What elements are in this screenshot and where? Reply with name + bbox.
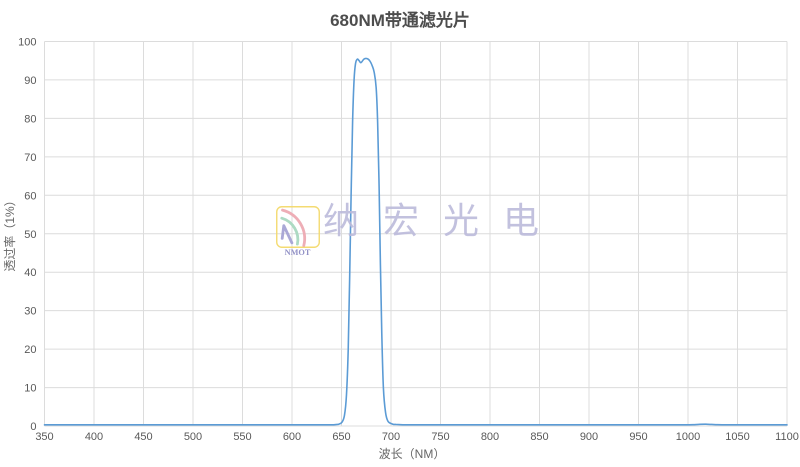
svg-text:60: 60 — [24, 190, 36, 202]
svg-text:400: 400 — [85, 431, 103, 443]
svg-text:850: 850 — [530, 431, 548, 443]
svg-text:40: 40 — [24, 267, 36, 279]
svg-text:0: 0 — [30, 421, 36, 433]
svg-text:550: 550 — [233, 431, 251, 443]
svg-text:750: 750 — [431, 431, 449, 443]
svg-text:600: 600 — [283, 431, 301, 443]
svg-text:波长（NM）: 波长（NM） — [379, 447, 446, 461]
svg-text:1050: 1050 — [725, 431, 749, 443]
svg-text:950: 950 — [629, 431, 647, 443]
svg-text:700: 700 — [382, 431, 400, 443]
svg-text:900: 900 — [580, 431, 598, 443]
svg-text:20: 20 — [24, 344, 36, 356]
svg-text:450: 450 — [134, 431, 152, 443]
svg-text:10: 10 — [24, 383, 36, 395]
svg-text:透过率（1%）: 透过率（1%） — [2, 194, 17, 271]
svg-text:650: 650 — [332, 431, 350, 443]
svg-text:80: 80 — [24, 113, 36, 125]
svg-text:100: 100 — [18, 37, 36, 49]
svg-text:90: 90 — [24, 75, 36, 87]
svg-text:350: 350 — [35, 431, 53, 443]
svg-text:NMOT: NMOT — [285, 248, 311, 257]
svg-text:1100: 1100 — [775, 431, 799, 443]
svg-text:50: 50 — [24, 229, 36, 241]
svg-text:500: 500 — [184, 431, 202, 443]
svg-text:70: 70 — [24, 152, 36, 164]
svg-text:30: 30 — [24, 306, 36, 318]
svg-text:800: 800 — [481, 431, 499, 443]
svg-text:1000: 1000 — [676, 431, 700, 443]
svg-text:纳宏光电: 纳宏光电 — [323, 200, 563, 241]
